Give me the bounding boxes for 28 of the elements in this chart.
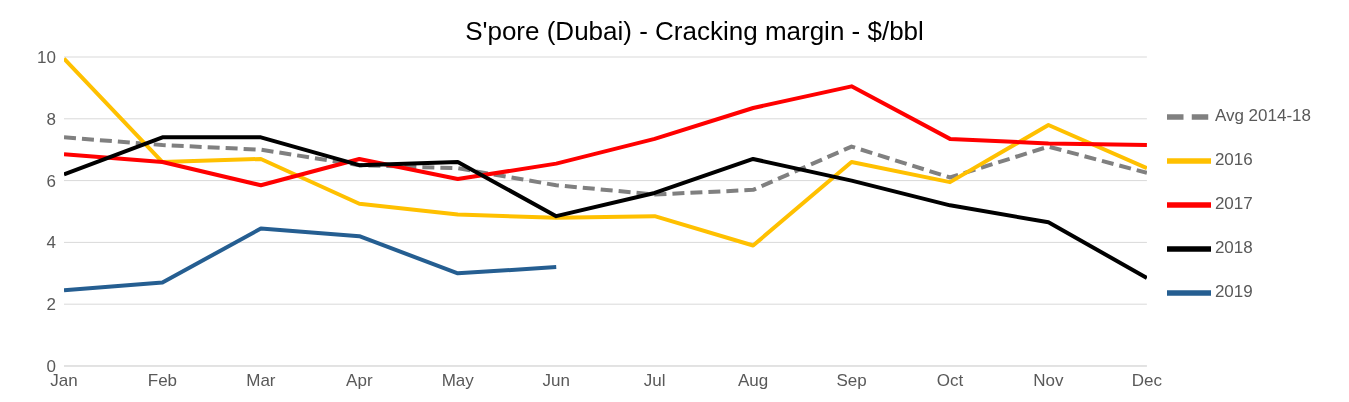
x-tick-label: Dec — [1131, 371, 1163, 391]
x-tick-label: Oct — [936, 371, 964, 391]
x-tick-label: Jul — [643, 371, 666, 391]
x-tick-label: Aug — [737, 371, 769, 391]
y-tick-label: 6 — [46, 171, 56, 191]
y-tick-label: 8 — [46, 109, 56, 129]
chart-title: S'pore (Dubai) - Cracking margin - $/bbl — [464, 16, 925, 47]
x-tick-label: Jan — [50, 371, 78, 391]
x-tick-label: May — [441, 371, 475, 391]
legend-label: 2018 — [1214, 238, 1253, 258]
line-series — [64, 135, 1147, 197]
legend-label: 2017 — [1214, 194, 1253, 214]
x-tick-label: Jun — [542, 371, 570, 391]
x-tick-label: Nov — [1033, 371, 1065, 391]
line-series — [64, 226, 559, 293]
y-tick-label: 2 — [46, 295, 56, 315]
line-series — [64, 135, 1147, 280]
x-tick-label: Mar — [246, 371, 276, 391]
line-series — [64, 84, 1147, 188]
legend-label: 2016 — [1214, 150, 1253, 170]
x-tick-label: Feb — [147, 371, 178, 391]
x-tick-label: Apr — [346, 371, 373, 391]
y-tick-label: 10 — [37, 48, 56, 68]
legend-label: 2019 — [1214, 282, 1253, 302]
legend-label: Avg 2014-18 — [1214, 106, 1311, 126]
x-tick-label: Sep — [836, 371, 867, 391]
line-series — [64, 57, 1147, 248]
y-tick-label: 4 — [46, 233, 56, 253]
